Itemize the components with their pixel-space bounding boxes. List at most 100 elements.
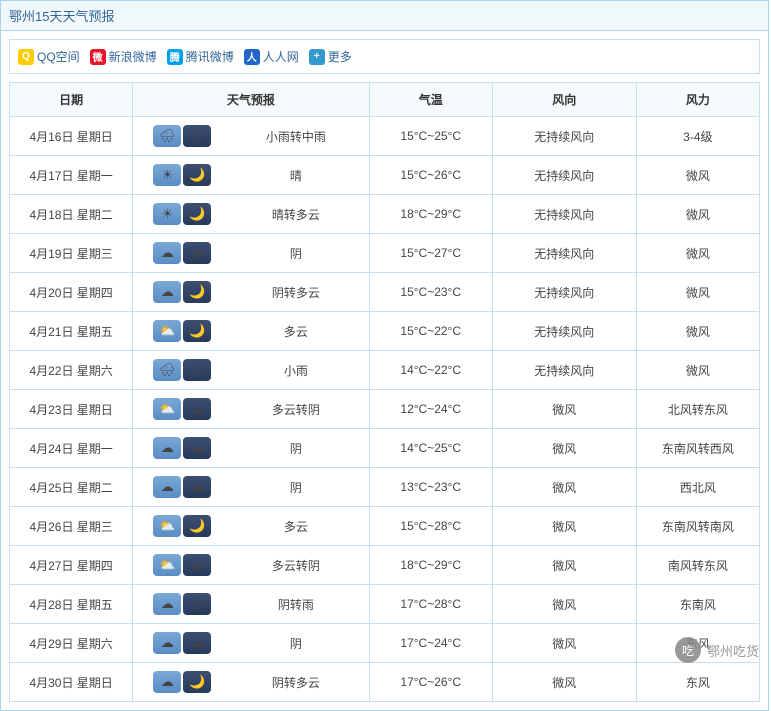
cell-wind-force: 微风 (636, 273, 759, 312)
weather-day-icon: ⛅ (153, 320, 181, 342)
share-renren[interactable]: 人人人网 (244, 48, 299, 65)
cell-temp: 17°C~24°C (369, 624, 492, 663)
cell-forecast: ☁☁ 阴 (133, 468, 369, 507)
cell-wind-force: 微风 (636, 195, 759, 234)
table-row: 4月22日 星期六🌧🌧小雨14°C~22°C无持续风向微风 (10, 351, 760, 390)
cell-wind-force: 南风转东风 (636, 546, 759, 585)
forecast-text: 小雨转中雨 (227, 128, 364, 145)
cell-date: 4月28日 星期五 (10, 585, 133, 624)
cell-temp: 15°C~28°C (369, 507, 492, 546)
weather-night-icon: ☁ (183, 632, 211, 654)
cell-wind-dir: 微风 (492, 468, 636, 507)
cell-forecast: ☀🌙晴 (133, 156, 369, 195)
cell-wind-force: 西北风 (636, 468, 759, 507)
share-label: 人人网 (263, 48, 299, 65)
forecast-text: 阴 (227, 479, 364, 496)
weather-night-icon: 🌙 (183, 281, 211, 303)
weather-night-icon: ☁ (183, 476, 211, 498)
cell-wind-dir: 微风 (492, 390, 636, 429)
cell-temp: 14°C~25°C (369, 429, 492, 468)
share-label: 腾讯微博 (186, 48, 234, 65)
weather-panel: 鄂州15天天气预报 QQQ空间微新浪微博腾腾讯微博人人人网+更多 日期 天气预报… (0, 0, 769, 711)
weather-night-icon: 🌙 (183, 203, 211, 225)
share-label: 更多 (328, 48, 352, 65)
cell-temp: 15°C~22°C (369, 312, 492, 351)
weather-day-icon: ☁ (153, 281, 181, 303)
table-row: 4月17日 星期一☀🌙晴15°C~26°C无持续风向微风 (10, 156, 760, 195)
cell-wind-dir: 微风 (492, 585, 636, 624)
sina-icon: 微 (90, 49, 106, 65)
weather-day-icon: ☀ (153, 164, 181, 186)
cell-wind-force: 东南风转西风 (636, 429, 759, 468)
table-row: 4月20日 星期四☁🌙阴转多云15°C~23°C无持续风向微风 (10, 273, 760, 312)
wechat-watermark: 吃 鄂州吃货 (675, 637, 759, 663)
cell-temp: 15°C~26°C (369, 156, 492, 195)
cell-forecast: ⛅🌙 多云 (133, 312, 369, 351)
table-row: 4月30日 星期日☁🌙阴转多云17°C~26°C微风东风 (10, 663, 760, 702)
cell-forecast: ⛅☁多云转阴 (133, 546, 369, 585)
share-sina[interactable]: 微新浪微博 (90, 48, 157, 65)
table-row: 4月28日 星期五☁🌧阴转雨17°C~28°C微风东南风 (10, 585, 760, 624)
more-icon: + (309, 49, 325, 65)
cell-wind-dir: 无持续风向 (492, 234, 636, 273)
weather-night-icon: ☁ (183, 242, 211, 264)
weather-night-icon: 🌧 (183, 359, 211, 381)
cell-wind-force: 北风转东风 (636, 390, 759, 429)
cell-forecast: ☁🌙阴转多云 (133, 273, 369, 312)
share-tencent[interactable]: 腾腾讯微博 (167, 48, 234, 65)
cell-wind-dir: 微风 (492, 546, 636, 585)
cell-wind-force: 微风 (636, 156, 759, 195)
weather-day-icon: ⛅ (153, 515, 181, 537)
weather-night-icon: 🌙 (183, 320, 211, 342)
weather-day-icon: ☁ (153, 476, 181, 498)
cell-date: 4月27日 星期四 (10, 546, 133, 585)
cell-date: 4月24日 星期一 (10, 429, 133, 468)
cell-wind-force: 东南风转南风 (636, 507, 759, 546)
cell-temp: 18°C~29°C (369, 546, 492, 585)
cell-date: 4月25日 星期二 (10, 468, 133, 507)
forecast-text: 多云转阴 (227, 557, 364, 574)
weather-night-icon: ☁ (183, 554, 211, 576)
col-wind-force: 风力 (636, 83, 759, 117)
cell-wind-dir: 无持续风向 (492, 156, 636, 195)
cell-date: 4月17日 星期一 (10, 156, 133, 195)
cell-wind-force: 东南风 (636, 585, 759, 624)
forecast-text: 阴转多云 (227, 674, 364, 691)
col-forecast: 天气预报 (133, 83, 369, 117)
cell-temp: 15°C~25°C (369, 117, 492, 156)
cell-forecast: ☁🌧阴转雨 (133, 585, 369, 624)
cell-date: 4月26日 星期三 (10, 507, 133, 546)
cell-temp: 14°C~22°C (369, 351, 492, 390)
share-more[interactable]: +更多 (309, 48, 352, 65)
cell-temp: 12°C~24°C (369, 390, 492, 429)
renren-icon: 人 (244, 49, 260, 65)
weather-day-icon: ☁ (153, 437, 181, 459)
cell-wind-force: 微风 (636, 351, 759, 390)
tencent-icon: 腾 (167, 49, 183, 65)
cell-temp: 15°C~27°C (369, 234, 492, 273)
cell-forecast: 🌧🌧小雨 (133, 351, 369, 390)
cell-date: 4月29日 星期六 (10, 624, 133, 663)
share-label: 新浪微博 (109, 48, 157, 65)
wechat-avatar-icon: 吃 (675, 637, 701, 663)
cell-date: 4月21日 星期五 (10, 312, 133, 351)
cell-date: 4月20日 星期四 (10, 273, 133, 312)
cell-date: 4月22日 星期六 (10, 351, 133, 390)
table-row: 4月27日 星期四⛅☁多云转阴18°C~29°C微风南风转东风 (10, 546, 760, 585)
forecast-text: 阴 (227, 245, 364, 262)
forecast-text: 多云 (227, 323, 364, 340)
table-row: 4月29日 星期六☁☁阴17°C~24°C微风东风 (10, 624, 760, 663)
cell-forecast: ⛅🌙多云 (133, 507, 369, 546)
table-row: 4月23日 星期日⛅☁多云转阴12°C~24°C微风北风转东风 (10, 390, 760, 429)
weather-night-icon: ☁ (183, 437, 211, 459)
share-qzone[interactable]: QQQ空间 (18, 48, 80, 65)
cell-temp: 17°C~28°C (369, 585, 492, 624)
weather-night-icon: 🌧 (183, 125, 211, 147)
table-row: 4月25日 星期二☁☁阴13°C~23°C微风西北风 (10, 468, 760, 507)
cell-wind-force: 微风 (636, 234, 759, 273)
weather-day-icon: ☀ (153, 203, 181, 225)
cell-date: 4月23日 星期日 (10, 390, 133, 429)
col-temp: 气温 (369, 83, 492, 117)
cell-forecast: ☁☁阴 (133, 624, 369, 663)
weather-day-icon: 🌧 (153, 125, 181, 147)
